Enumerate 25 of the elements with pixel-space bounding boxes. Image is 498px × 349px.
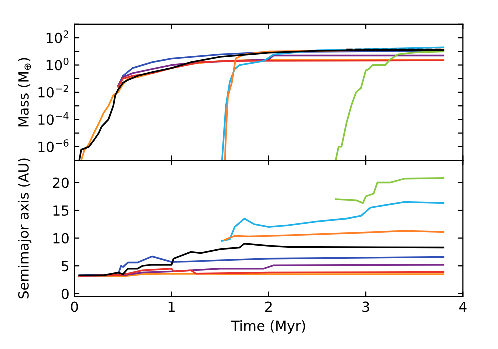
y-tick-label: 20: [53, 178, 69, 188]
y-tick-label: 0: [62, 288, 69, 300]
y-tick-label: 10$^{0}$: [46, 58, 69, 71]
x-tick-label: 1: [168, 302, 175, 312]
y-tick-label: 5: [62, 261, 69, 272]
line-series: [118, 60, 445, 88]
x-tick-label: 2: [266, 302, 272, 312]
y-tick-label: 10$^{−4}$: [38, 112, 69, 126]
line-series: [221, 201, 445, 242]
x-axis-title: Time (Myr): [231, 320, 306, 334]
y-tick-label: 15: [54, 206, 69, 216]
x-tick-label: 3: [362, 302, 370, 312]
y-tick-label: 10$^{−6}$: [38, 140, 69, 152]
x-tick-label: 4: [459, 302, 467, 312]
y-axis-title: Semimajor axis (AU): [18, 158, 32, 299]
line-series: [78, 243, 445, 276]
line-series: [224, 230, 445, 241]
x-tick-label: 0: [71, 302, 78, 312]
y-tick-label: 10$^{−2}$: [38, 85, 68, 98]
line-series: [335, 177, 445, 204]
line-series: [78, 268, 445, 277]
y-axis-title: Mass (M$_{⊕}$): [18, 58, 32, 127]
y-tick-label: 10$^{2}$: [46, 30, 68, 44]
line-series: [335, 50, 445, 161]
y-tick-label: 10: [54, 233, 69, 244]
